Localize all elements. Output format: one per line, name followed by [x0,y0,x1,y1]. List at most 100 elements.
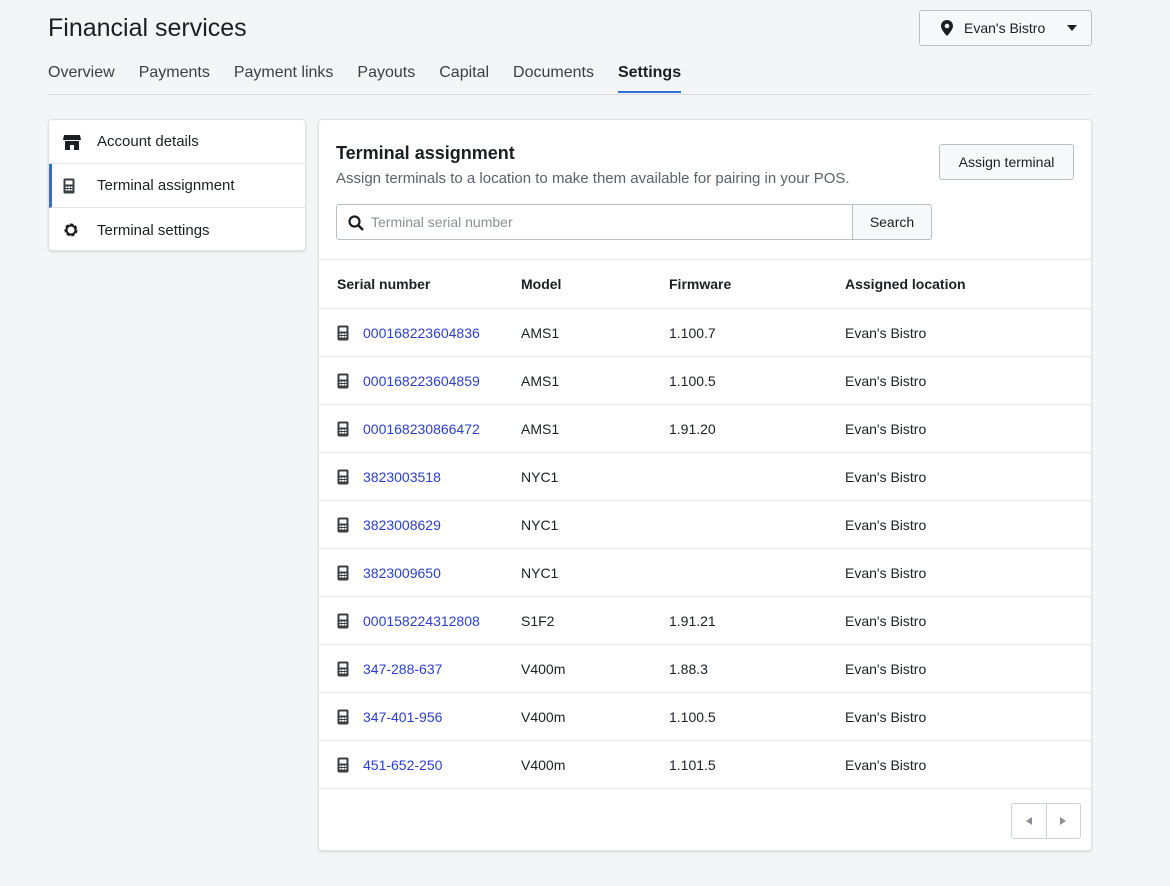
model: NYC1 [521,564,559,581]
serial-link[interactable]: 3823009650 [363,564,441,581]
panel: Terminal assignment Assign terminals to … [318,119,1092,851]
prev-page[interactable] [1012,804,1047,838]
search-placeholder: Terminal serial number [371,214,513,230]
panel-title: Terminal assignment [336,143,515,163]
table-row: 000168230866472 AMS1 1.91.20 Evan's Bistro [319,405,1091,453]
serial-link[interactable]: 451-652-250 [363,756,443,773]
column-header: Serial number [337,276,431,292]
terminal-icon [63,178,75,193]
model: V400m [521,708,566,725]
row-icon [337,645,349,692]
location: Evan's Bistro [845,516,927,533]
table-row: 3823008629 NYC1 Evan's Bistro [319,501,1091,549]
column-header: Model [521,276,562,292]
terminal-icon [337,325,349,340]
table-row: 000168223604859 AMS1 1.100.5 Evan's Bistro [319,357,1091,405]
sidebar-item[interactable]: Terminal settings [49,208,305,250]
model: AMS1 [521,372,560,389]
row-icon [337,597,349,644]
table-row: 347-288-637 V400m 1.88.3 Evan's Bistro [319,645,1091,693]
row-icon [337,741,349,788]
caret-icon [1067,25,1078,31]
firmware: 1.101.5 [669,756,716,773]
serial-link[interactable]: 3823008629 [363,516,441,533]
sidebar-item[interactable]: Account details [49,120,305,164]
location: Evan's Bistro [845,372,927,389]
firmware: 1.91.21 [669,612,716,629]
firmware: 1.100.5 [669,708,716,725]
location: Evan's Bistro [845,468,927,485]
row-icon [337,549,349,596]
store-icon [63,134,81,150]
table-row: 451-652-250 V400m 1.101.5 Evan's Bistro [319,741,1091,789]
tab[interactable]: Settings [617,64,682,93]
serial-link[interactable]: 000168223604836 [363,324,480,341]
model: NYC1 [521,468,559,485]
serial-link[interactable]: 3823003518 [363,468,441,485]
table-row: 000158224312808 S1F2 1.91.21 Evan's Bistro [319,597,1091,645]
location: Evan's Bistro [845,564,927,581]
divider [48,94,1092,95]
model: AMS1 [521,324,560,341]
tab[interactable]: Payouts [357,64,416,81]
table-header: Serial number Model Firmware Assigned locat… [319,259,1091,309]
location: Evan's Bistro [845,756,927,773]
tab[interactable]: Payments [138,64,210,81]
model: V400m [521,756,566,773]
firmware: 1.100.7 [669,324,716,341]
serial-link[interactable]: 347-288-637 [363,660,443,677]
search-input[interactable]: Terminal serial number [336,204,853,240]
sidebar-label: Terminal assignment [97,177,235,194]
location: Evan's Bistro [845,708,927,725]
terminal-icon [337,565,349,580]
pin-icon [941,20,953,36]
location-button[interactable]: Evan's Bistro [919,10,1092,46]
row-icon [337,357,349,404]
location-label: Evan's Bistro [964,20,1046,36]
sidebar-label: Terminal settings [97,221,210,239]
tab-bar: Overview Payments Payment links Payouts Capi… [48,64,682,93]
firmware: 1.91.20 [669,420,716,437]
table-row: 347-401-956 V400m 1.100.5 Evan's Bistro [319,693,1091,741]
table-row: 3823009650 NYC1 Evan's Bistro [319,549,1091,597]
terminal-icon [337,373,349,388]
location: Evan's Bistro [845,660,927,677]
firmware: 1.100.5 [669,372,716,389]
serial-link[interactable]: 000168223604859 [363,372,480,389]
assign-button[interactable]: Assign terminal [939,144,1074,180]
tab[interactable]: Payment links [233,64,334,81]
terminal-icon [337,709,349,724]
row-icon [337,501,349,548]
serial-link[interactable]: 000158224312808 [363,612,480,629]
tab[interactable]: Capital [439,64,490,81]
sidebar-label: Account details [97,133,199,150]
column-header: Firmware [669,276,732,292]
serial-link[interactable]: 000168230866472 [363,420,480,437]
search-icon [348,215,364,231]
serial-link[interactable]: 347-401-956 [363,708,443,725]
location: Evan's Bistro [845,612,927,629]
next-page[interactable] [1047,804,1081,838]
table-row: 3823003518 NYC1 Evan's Bistro [319,453,1091,501]
terminal-icon [337,613,349,628]
tab[interactable]: Overview [48,64,115,81]
location: Evan's Bistro [845,420,927,437]
pagination [1011,803,1081,839]
row-icon [337,453,349,500]
row-icon [337,309,349,356]
model: NYC1 [521,516,559,533]
firmware: 1.88.3 [669,660,708,677]
terminal-icon [337,469,349,484]
search-button[interactable]: Search [852,204,932,240]
terminal-icon [337,757,349,772]
model: AMS1 [521,420,560,437]
page-title: Financial services [48,14,247,42]
panel-subtitle: Assign terminals to a location to make t… [336,170,850,187]
row-icon [337,405,349,452]
model: V400m [521,660,566,677]
tab[interactable]: Documents [513,64,594,81]
sidebar-item[interactable]: Terminal assignment [49,164,305,208]
row-icon [337,693,349,740]
